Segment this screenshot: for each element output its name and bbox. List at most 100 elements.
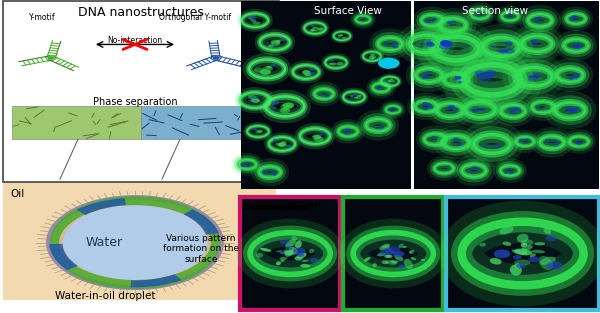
Circle shape xyxy=(242,13,268,27)
Circle shape xyxy=(422,77,426,79)
Text: Various pattern
formation on the
surface: Various pattern formation on the surface xyxy=(163,234,239,264)
Circle shape xyxy=(542,137,562,147)
Circle shape xyxy=(319,134,323,136)
Circle shape xyxy=(457,81,463,84)
Circle shape xyxy=(447,108,451,110)
Circle shape xyxy=(370,57,372,58)
Circle shape xyxy=(520,139,525,142)
Circle shape xyxy=(337,62,343,65)
Circle shape xyxy=(271,106,277,109)
Circle shape xyxy=(250,19,256,22)
Circle shape xyxy=(369,57,374,60)
Circle shape xyxy=(529,75,536,78)
Bar xyxy=(446,197,599,310)
Circle shape xyxy=(422,76,428,79)
Circle shape xyxy=(433,140,436,141)
Circle shape xyxy=(344,132,349,135)
Circle shape xyxy=(504,172,508,174)
Ellipse shape xyxy=(512,249,528,255)
Circle shape xyxy=(559,69,581,81)
Ellipse shape xyxy=(280,257,287,260)
Circle shape xyxy=(486,39,516,55)
Ellipse shape xyxy=(283,249,290,254)
Circle shape xyxy=(286,145,289,147)
Circle shape xyxy=(440,40,452,46)
Circle shape xyxy=(388,246,400,253)
Circle shape xyxy=(473,10,487,18)
Circle shape xyxy=(240,161,254,168)
Circle shape xyxy=(391,80,395,82)
Circle shape xyxy=(346,129,351,131)
Circle shape xyxy=(511,107,517,110)
Circle shape xyxy=(272,174,277,176)
Circle shape xyxy=(426,21,430,23)
Circle shape xyxy=(246,165,250,167)
Circle shape xyxy=(423,107,428,110)
Ellipse shape xyxy=(277,250,283,252)
Ellipse shape xyxy=(521,239,533,246)
Circle shape xyxy=(507,15,510,17)
Circle shape xyxy=(271,41,280,46)
Circle shape xyxy=(451,20,456,23)
Circle shape xyxy=(375,57,378,59)
Circle shape xyxy=(558,104,582,117)
Circle shape xyxy=(448,105,455,109)
Circle shape xyxy=(470,172,475,174)
Circle shape xyxy=(535,19,539,21)
Circle shape xyxy=(278,142,287,147)
Circle shape xyxy=(254,67,264,73)
Circle shape xyxy=(250,233,330,275)
Ellipse shape xyxy=(515,263,520,269)
Circle shape xyxy=(437,39,475,58)
Circle shape xyxy=(356,95,362,97)
FancyBboxPatch shape xyxy=(3,1,279,182)
Circle shape xyxy=(575,141,579,144)
Circle shape xyxy=(316,90,332,98)
Circle shape xyxy=(427,42,434,46)
Ellipse shape xyxy=(521,243,527,247)
Circle shape xyxy=(425,20,430,23)
Circle shape xyxy=(518,138,523,141)
Circle shape xyxy=(245,162,250,165)
Circle shape xyxy=(356,96,361,99)
Circle shape xyxy=(353,233,433,275)
Circle shape xyxy=(511,15,514,16)
Circle shape xyxy=(446,21,452,24)
Circle shape xyxy=(280,108,290,113)
Circle shape xyxy=(418,69,440,81)
Ellipse shape xyxy=(377,253,386,256)
Circle shape xyxy=(247,126,269,137)
Circle shape xyxy=(493,144,501,148)
Ellipse shape xyxy=(276,261,281,265)
Circle shape xyxy=(565,107,572,110)
Circle shape xyxy=(344,36,346,37)
Circle shape xyxy=(570,19,574,22)
Ellipse shape xyxy=(379,244,390,250)
Bar xyxy=(3,182,276,300)
Circle shape xyxy=(263,170,268,172)
Circle shape xyxy=(335,63,338,64)
Circle shape xyxy=(499,49,508,54)
Text: Water: Water xyxy=(85,236,122,249)
Circle shape xyxy=(537,16,542,19)
Circle shape xyxy=(502,167,518,175)
Circle shape xyxy=(260,69,271,75)
Circle shape xyxy=(423,16,441,25)
Circle shape xyxy=(303,70,310,74)
Ellipse shape xyxy=(256,253,263,258)
Circle shape xyxy=(275,40,280,43)
Circle shape xyxy=(271,40,280,45)
Circle shape xyxy=(281,103,292,110)
Circle shape xyxy=(368,120,388,130)
Circle shape xyxy=(446,169,450,171)
Circle shape xyxy=(505,48,515,54)
Text: 30 μm: 30 μm xyxy=(288,201,317,210)
Circle shape xyxy=(377,87,382,89)
Circle shape xyxy=(503,106,523,116)
Circle shape xyxy=(476,15,480,17)
Circle shape xyxy=(280,239,289,244)
Circle shape xyxy=(530,15,550,25)
Circle shape xyxy=(573,76,578,79)
Text: No-interaction: No-interaction xyxy=(107,36,163,45)
Circle shape xyxy=(388,80,391,81)
